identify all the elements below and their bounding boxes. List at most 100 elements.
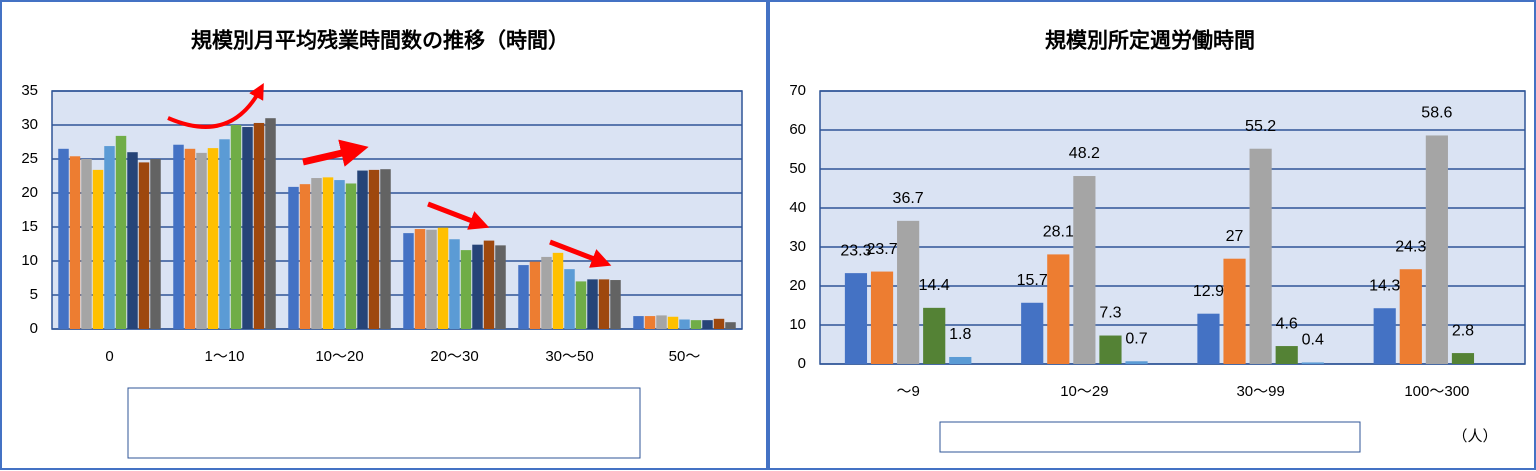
- bar: [1021, 302, 1044, 364]
- bar: [368, 169, 380, 329]
- bar: [426, 229, 437, 329]
- x-tick-label: 30〜50: [545, 348, 593, 365]
- bar: [667, 316, 679, 329]
- bar: [357, 170, 368, 329]
- y-tick-label: 40: [789, 199, 806, 216]
- data-label: 14.4: [919, 277, 950, 294]
- data-label: 14.3: [1369, 277, 1400, 294]
- x-tick-label: 10〜20: [315, 348, 363, 365]
- x-tick-label: 30〜99: [1236, 383, 1284, 400]
- legend-box: [939, 421, 1361, 453]
- bar: [403, 233, 414, 329]
- data-label: 2.8: [1452, 322, 1474, 339]
- bar: [253, 122, 265, 330]
- bar: [472, 244, 483, 329]
- bar: [949, 356, 972, 364]
- x-tick-label: 1〜10: [204, 348, 244, 365]
- y-tick-label: 5: [30, 286, 38, 303]
- y-tick-label: 20: [21, 184, 38, 201]
- bar: [104, 146, 115, 329]
- data-label: 12.9: [1193, 283, 1224, 300]
- bar: [230, 125, 242, 329]
- x-tick-label: 20〜30: [430, 348, 478, 365]
- bar: [529, 261, 541, 329]
- x-tick-label: 0: [105, 348, 113, 365]
- annotation-arrows: [167, 82, 612, 268]
- bar: [575, 281, 587, 329]
- y-tick-label: 0: [30, 320, 38, 337]
- data-label: 27: [1226, 228, 1244, 245]
- y-tick-label: 60: [789, 121, 806, 138]
- arrow: [167, 82, 264, 129]
- y-tick-label: 0: [798, 355, 806, 372]
- bar: [1451, 353, 1475, 364]
- bar: [598, 279, 610, 329]
- bar: [219, 139, 230, 329]
- legend-box: [127, 387, 641, 459]
- bar: [1399, 269, 1422, 364]
- bar: [610, 280, 621, 329]
- bar: [1425, 135, 1448, 364]
- bar: [58, 148, 69, 329]
- bar: [690, 320, 702, 329]
- data-label: 15.7: [1017, 272, 1048, 289]
- y-tick-label: 10: [789, 316, 806, 333]
- bar: [184, 148, 196, 329]
- bar: [380, 169, 391, 329]
- y-tick-label: 20: [789, 277, 806, 294]
- data-label: 4.6: [1276, 315, 1298, 332]
- bar: [1073, 176, 1096, 364]
- bar: [69, 156, 81, 329]
- bar: [196, 152, 207, 329]
- bar: [127, 152, 138, 329]
- data-label: 36.7: [893, 190, 924, 207]
- bar: [587, 279, 598, 329]
- bar: [495, 245, 506, 329]
- data-label: 58.6: [1421, 105, 1452, 122]
- y-tick-label: 25: [21, 150, 38, 167]
- bar: [150, 159, 161, 329]
- bar: [242, 127, 253, 329]
- bar: [138, 162, 150, 329]
- bar: [207, 148, 219, 329]
- bar: [265, 118, 276, 329]
- bar: [483, 240, 495, 329]
- y-tick-label: 30: [789, 238, 806, 255]
- bar: [564, 269, 575, 329]
- bar: [115, 135, 127, 329]
- bar: [334, 180, 345, 329]
- bar: [92, 169, 104, 329]
- bar: [725, 322, 736, 329]
- bar: [311, 178, 322, 329]
- unit-note: （人）: [1452, 428, 1497, 445]
- bar: [656, 315, 667, 329]
- bar: [702, 320, 713, 329]
- bar: [1125, 361, 1148, 364]
- x-tick-label: 〜9: [896, 383, 919, 400]
- bar: [1223, 258, 1246, 364]
- bar: [633, 316, 644, 329]
- bar: [1373, 308, 1396, 364]
- y-tick-label: 10: [21, 252, 38, 269]
- data-label: 28.1: [1043, 224, 1074, 241]
- data-label: 23.3: [840, 242, 871, 259]
- y-tick-label: 70: [789, 82, 806, 99]
- bar: [1197, 313, 1220, 364]
- bar: [541, 256, 552, 329]
- bar: [1301, 362, 1324, 364]
- bar: [449, 239, 460, 329]
- bar: [460, 250, 472, 329]
- data-label: 0.7: [1125, 330, 1147, 347]
- data-label: 23.7: [866, 241, 897, 258]
- bar: [644, 316, 656, 329]
- data-label: 48.2: [1069, 145, 1100, 162]
- chart-title: 規模別所定週労働時間: [1045, 29, 1255, 53]
- data-label: 7.3: [1099, 305, 1121, 322]
- bar: [1099, 335, 1122, 364]
- bar: [414, 229, 426, 329]
- bar: [518, 265, 529, 329]
- chart-title: 規模別月平均残業時間数の推移（時間）: [191, 29, 569, 53]
- arrow: [427, 201, 490, 230]
- bar: [288, 186, 299, 329]
- bar: [322, 177, 334, 329]
